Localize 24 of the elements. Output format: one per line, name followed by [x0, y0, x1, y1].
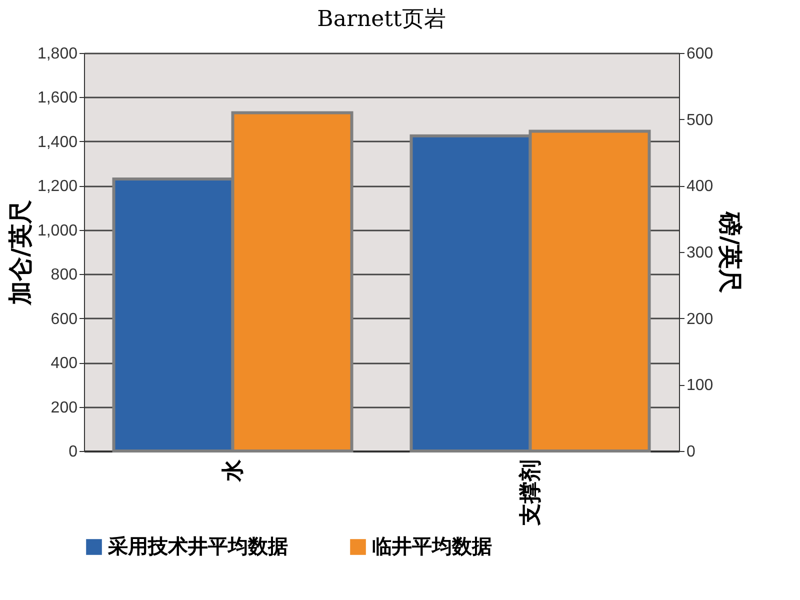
y2-tick-label: 600 [686, 46, 714, 62]
chart-title: Barnett页岩 [317, 7, 446, 32]
y2-tick-label: 100 [686, 377, 714, 394]
y-tick-label: 600 [50, 310, 78, 328]
y-tick-label: 1,200 [37, 178, 78, 196]
legend-label: 临井平均数据 [372, 534, 492, 558]
y-axis-title: 加仑/英尺 [6, 200, 34, 306]
y-tick-label: 400 [50, 355, 78, 372]
y-tick-label: 1,400 [37, 134, 78, 151]
y2-tick-label: 300 [686, 244, 714, 262]
x-tick-label: 支撑剂 [517, 460, 544, 526]
y2-tick-label: 400 [686, 178, 714, 196]
y-tick-label: 0 [68, 444, 78, 460]
y-tick-label: 1,800 [37, 46, 78, 62]
y2-tick-label: 500 [686, 112, 714, 129]
y-tick-label: 1,600 [37, 90, 78, 107]
legend-label: 采用技术井平均数据 [107, 534, 288, 558]
y2-tick-label: 200 [686, 310, 714, 328]
x-tick-label: 水 [220, 458, 246, 482]
y-tick-label: 800 [50, 266, 78, 284]
y2-tick-label: 0 [686, 444, 696, 460]
y-tick-label: 1,000 [37, 222, 78, 240]
y2-axis-title: 磅/英尺 [716, 211, 744, 293]
y-tick-label: 200 [50, 399, 78, 416]
